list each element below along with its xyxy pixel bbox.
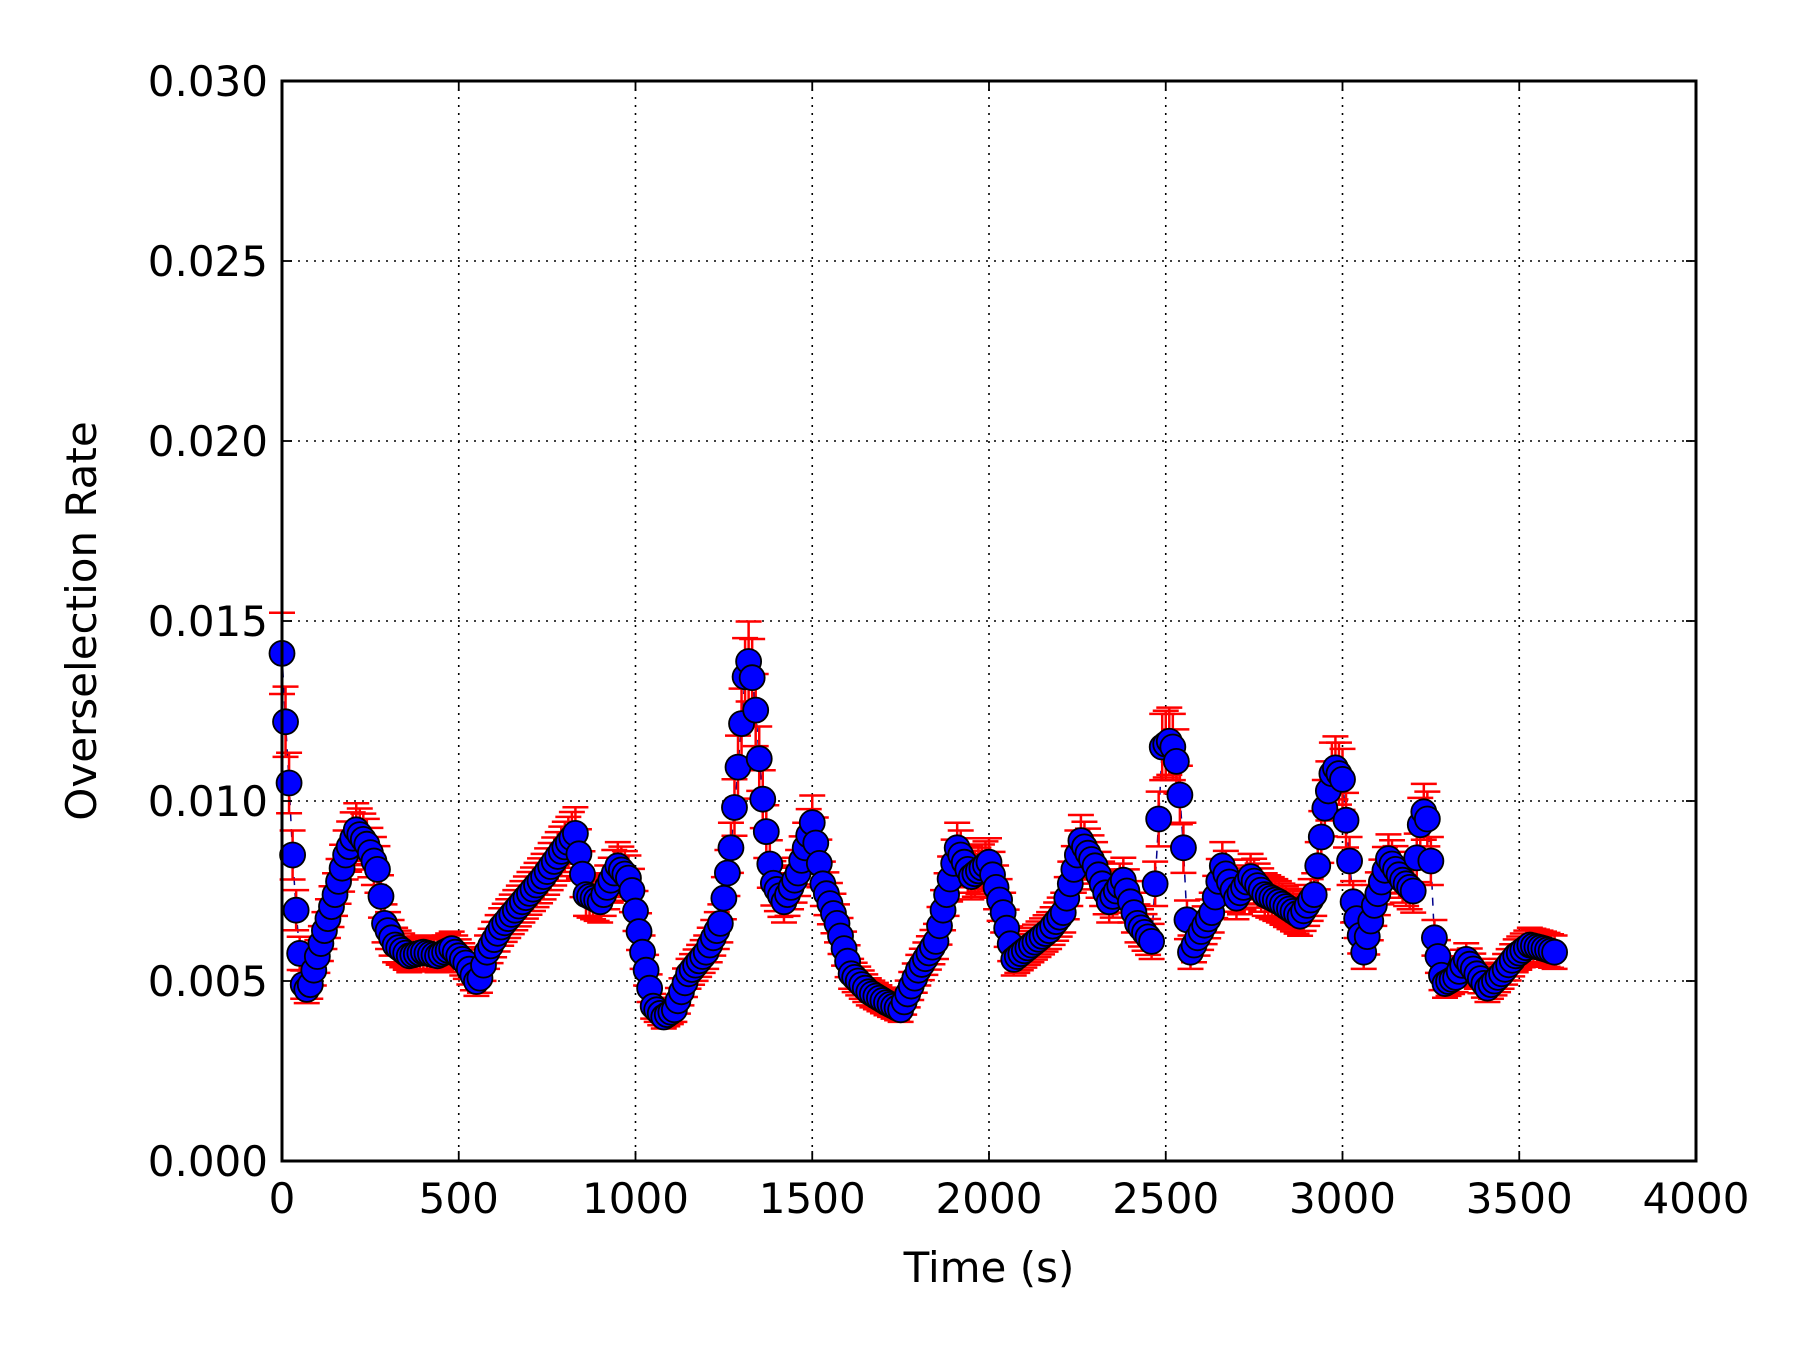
- x-tick-label: 0: [269, 1174, 296, 1223]
- data-point: [282, 896, 310, 924]
- y-tick-label: 0.025: [148, 237, 268, 286]
- data-point: [721, 794, 748, 821]
- y-tick-label: 0.000: [148, 1137, 268, 1186]
- data-point: [272, 708, 299, 736]
- data-point: [749, 785, 777, 813]
- x-tick-labels: 0 500 1000 1500 2000 2500 3000 3500 4000: [269, 1174, 1750, 1223]
- data-point: [742, 696, 770, 724]
- data-point: [752, 818, 780, 845]
- x-tick-label: 500: [419, 1174, 499, 1223]
- x-tick-label: 2500: [1112, 1174, 1219, 1223]
- x-tick-label: 1500: [759, 1174, 866, 1223]
- data-point: [364, 856, 391, 883]
- y-tick-label: 0.030: [148, 57, 268, 106]
- axis-ticks: [281, 80, 1697, 1162]
- y-tick-label: 0.005: [148, 957, 268, 1006]
- y-tick-label: 0.020: [148, 417, 268, 466]
- x-tick-label: 1000: [582, 1174, 689, 1223]
- data-point: [1162, 748, 1190, 775]
- data-point: [275, 769, 303, 797]
- y-tick-label: 0.010: [148, 777, 268, 826]
- x-tick-label: 2000: [936, 1174, 1043, 1223]
- data-point: [1541, 938, 1568, 966]
- data-point: [279, 841, 307, 869]
- data-point: [706, 910, 734, 937]
- data-points: [268, 640, 1568, 1031]
- y-tick-label: 0.015: [148, 597, 268, 646]
- data-point: [738, 664, 766, 692]
- y-tick-labels: 0.000 0.005 0.010 0.015 0.020 0.025 0.030: [148, 57, 268, 1186]
- data-point: [1399, 877, 1427, 905]
- data-point: [714, 859, 741, 887]
- data-point: [1166, 781, 1194, 809]
- data-point: [1329, 766, 1356, 793]
- x-tick-label: 3500: [1466, 1174, 1573, 1223]
- data-point: [1170, 834, 1197, 862]
- data-point: [717, 834, 745, 862]
- x-tick-label: 4000: [1643, 1174, 1750, 1223]
- y-axis-label: Overselection Rate: [57, 421, 106, 820]
- data-point: [1145, 805, 1173, 833]
- data-point: [745, 745, 773, 773]
- data-point: [1141, 870, 1169, 898]
- data-point: [1138, 928, 1166, 955]
- data-point: [1332, 806, 1360, 834]
- data-point: [1417, 847, 1445, 875]
- data-point: [1336, 847, 1363, 875]
- data-point: [1300, 881, 1328, 908]
- data-point: [367, 883, 395, 910]
- x-tick-label: 3000: [1289, 1174, 1396, 1223]
- data-point: [1413, 805, 1441, 833]
- data-point: [1307, 823, 1335, 851]
- data-point: [1304, 852, 1332, 880]
- data-point: [710, 884, 738, 912]
- x-axis-label: Time (s): [903, 1243, 1075, 1292]
